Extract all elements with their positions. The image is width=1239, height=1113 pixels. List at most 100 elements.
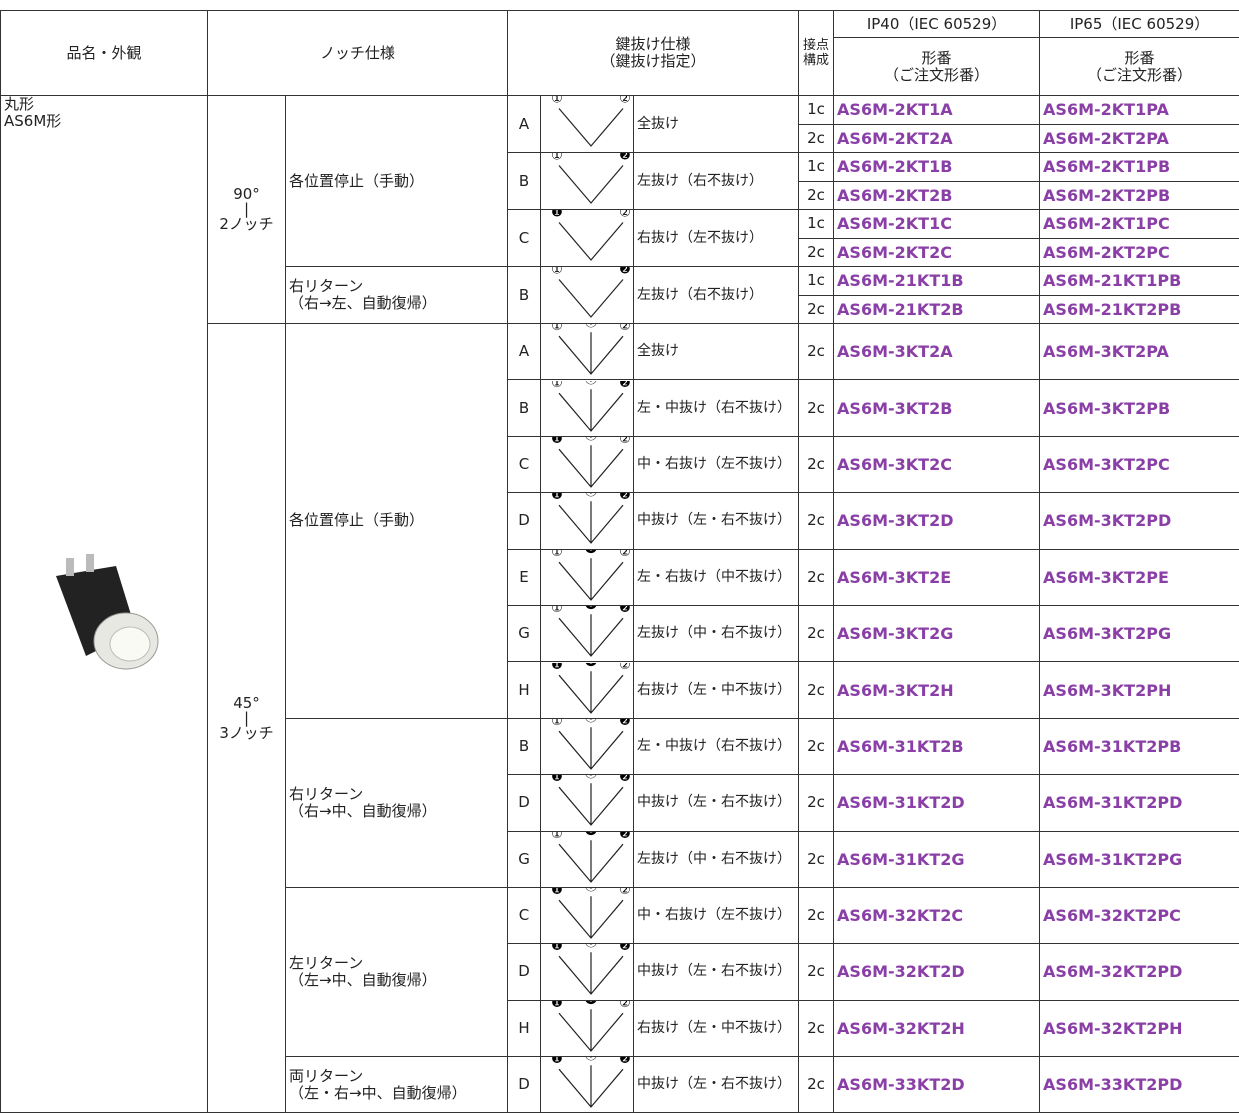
ip40-model: AS6M-21KT2B — [833, 294, 1041, 324]
header-contact: 接点 構成 — [798, 10, 835, 96]
key-letter: H — [507, 661, 542, 719]
diagram: ❶ ② ⓿ — [551, 663, 631, 714]
text: 鍵抜け仕様 — [615, 35, 691, 53]
diagram-label: ❶ — [551, 775, 563, 785]
diagram-lines — [558, 332, 624, 376]
header-ip65: IP65（IEC 60529） — [1039, 10, 1239, 38]
row: B ① ❷ 左抜け（右不抜け） 1c AS6M-2KT1B AS6M-2KT1PB — [1, 152, 1239, 210]
notch-type: 右リターン （右→中、自動復帰） — [284, 717, 509, 888]
diagram-label: ② — [619, 663, 631, 673]
angle-text: | — [243, 708, 250, 727]
diagram-lines — [558, 222, 624, 261]
ip40-model: AS6M-2KT2C — [833, 237, 1041, 267]
product-name: 丸形 — [4, 95, 35, 113]
ip40-model: AS6M-3KT2B — [833, 379, 1041, 437]
key-removal: 中抜け（左・右不抜け） — [633, 943, 800, 1001]
diagram-lines — [558, 445, 624, 488]
ip65-model: AS6M-21KT1PB — [1039, 266, 1239, 296]
row: C ❶ ② 右抜け（左不抜け） 1c AS6M-2KT1C AS6M-2KT1PC — [1, 209, 1239, 267]
diagram: ❶ ❷ ⓪ — [551, 775, 631, 827]
row: 両リターン（左・右→中、自動復帰）D❶❷⓪中抜け（左・右不抜け）2cAS6M-3… — [1, 1056, 1239, 1113]
ip65-model: AS6M-31KT2PB — [1039, 717, 1239, 776]
row: 右リターン （右→左、自動復帰） B ① ❷ 左抜け（右不抜け） 1c AS6M-21KT1B… — [1, 266, 1239, 324]
ip40-model: AS6M-2KT1C — [833, 209, 1041, 239]
key-letter: C — [507, 435, 542, 494]
key-diagram: ❶ ❷ ⓪ — [540, 492, 635, 550]
type-name: 右リターン — [289, 277, 364, 295]
diagram-label: ⓿ — [585, 832, 598, 838]
diagram-label: ❷ — [619, 381, 631, 391]
contact: 2c — [798, 492, 835, 550]
diagram-lines — [558, 165, 624, 204]
product-name: AS6M形 — [4, 112, 62, 130]
key-removal: 全抜け — [633, 95, 800, 153]
diagram-label: ① — [551, 267, 563, 278]
diagram-label: ❶ — [551, 437, 563, 447]
diagram-label: ❷ — [619, 267, 631, 278]
contact: 1c — [798, 266, 835, 296]
key-removal: 右抜け（左・中不抜け） — [633, 661, 800, 719]
diagram-label: ❶ — [551, 888, 563, 898]
ip40-model: AS6M-31KT2D — [833, 774, 1041, 832]
diagram-label: ⓪ — [585, 719, 598, 725]
ip40-model: AS6M-3KT2H — [833, 661, 1041, 719]
ip40-model: AS6M-32KT2C — [833, 886, 1041, 945]
diagram-label: ⓪ — [585, 437, 598, 443]
key-diagram: ① ② ⓿ — [540, 548, 635, 606]
diagram-label: ❷ — [619, 944, 631, 954]
row: 丸形 AS6M形 90° | 2ノッチ 各位置停止（手動） A ① ② 全抜け 1c AS6M-2KT… — [0, 94, 1239, 1113]
key-letter: A — [507, 95, 542, 153]
diagram-label: ① — [551, 153, 563, 164]
angle-text: 2ノッチ — [219, 215, 274, 233]
ip40-model: AS6M-32KT2D — [833, 943, 1041, 1001]
diagram-label: ① — [551, 606, 563, 616]
ip40-model: AS6M-2KT2B — [833, 180, 1041, 210]
key-letter: C — [507, 886, 542, 945]
diagram-label: ⓪ — [585, 775, 598, 781]
key-diagram: ❶ ❷ ⓪ — [540, 943, 635, 1001]
ip65-model: AS6M-2KT2PB — [1039, 180, 1239, 210]
diagram: ① ❷ ⓿ — [551, 832, 631, 883]
angle-text: 45° — [233, 693, 260, 712]
contact: 2c — [798, 886, 835, 945]
contact: 2c — [798, 237, 835, 267]
key-diagram: ❶ ② ⓿ — [540, 661, 635, 719]
diagram: ❶ ② ⓪ — [551, 888, 631, 940]
notch-type: 右リターン （右→左、自動復帰） — [284, 266, 509, 324]
type-name: 左リターン — [289, 953, 364, 972]
key-removal: 左抜け（中・右不抜け） — [633, 830, 800, 888]
diagram-label: ① — [551, 324, 563, 334]
diagram-label: ⓿ — [585, 663, 598, 669]
notch-angle: 90° | 2ノッチ — [207, 95, 286, 324]
key-letter: G — [507, 604, 542, 663]
diagram-label: ⓪ — [585, 381, 598, 387]
row: 45°|3ノッチ各位置停止（手動）A①②⓪全抜け2cAS6M-3KT2AAS6M… — [1, 322, 1239, 1113]
diagram-label: ⓪ — [585, 888, 598, 894]
contact: 2c — [798, 322, 835, 381]
diagram: ① ❷ ⓪ — [551, 719, 631, 770]
type-name: （右→中、自動復帰） — [289, 801, 437, 820]
header-product: 品名・外観 — [0, 10, 208, 96]
angle-text: 90° — [233, 185, 260, 203]
row: 2c AS6M-2KT2B AS6M-2KT2PB — [1, 180, 1239, 210]
key-removal: 左・右抜け（中不抜け） — [633, 548, 800, 606]
key-letter: E — [507, 548, 542, 606]
ip40-model: AS6M-3KT2A — [833, 322, 1041, 381]
type-name: 各位置停止（手動） — [289, 171, 425, 190]
key-removal: 中抜け（左・右不抜け） — [633, 1056, 800, 1113]
key-letter: H — [507, 999, 542, 1058]
contact: 2c — [798, 548, 835, 606]
diagram-lines — [558, 557, 624, 601]
key-letter: B — [507, 266, 542, 324]
product-cell: 丸形 AS6M形 — [0, 94, 208, 1113]
key-letter: G — [507, 830, 542, 888]
text: 形番 — [921, 48, 952, 67]
header-ip40-model: 形番 （ご注文形番） — [833, 37, 1041, 96]
